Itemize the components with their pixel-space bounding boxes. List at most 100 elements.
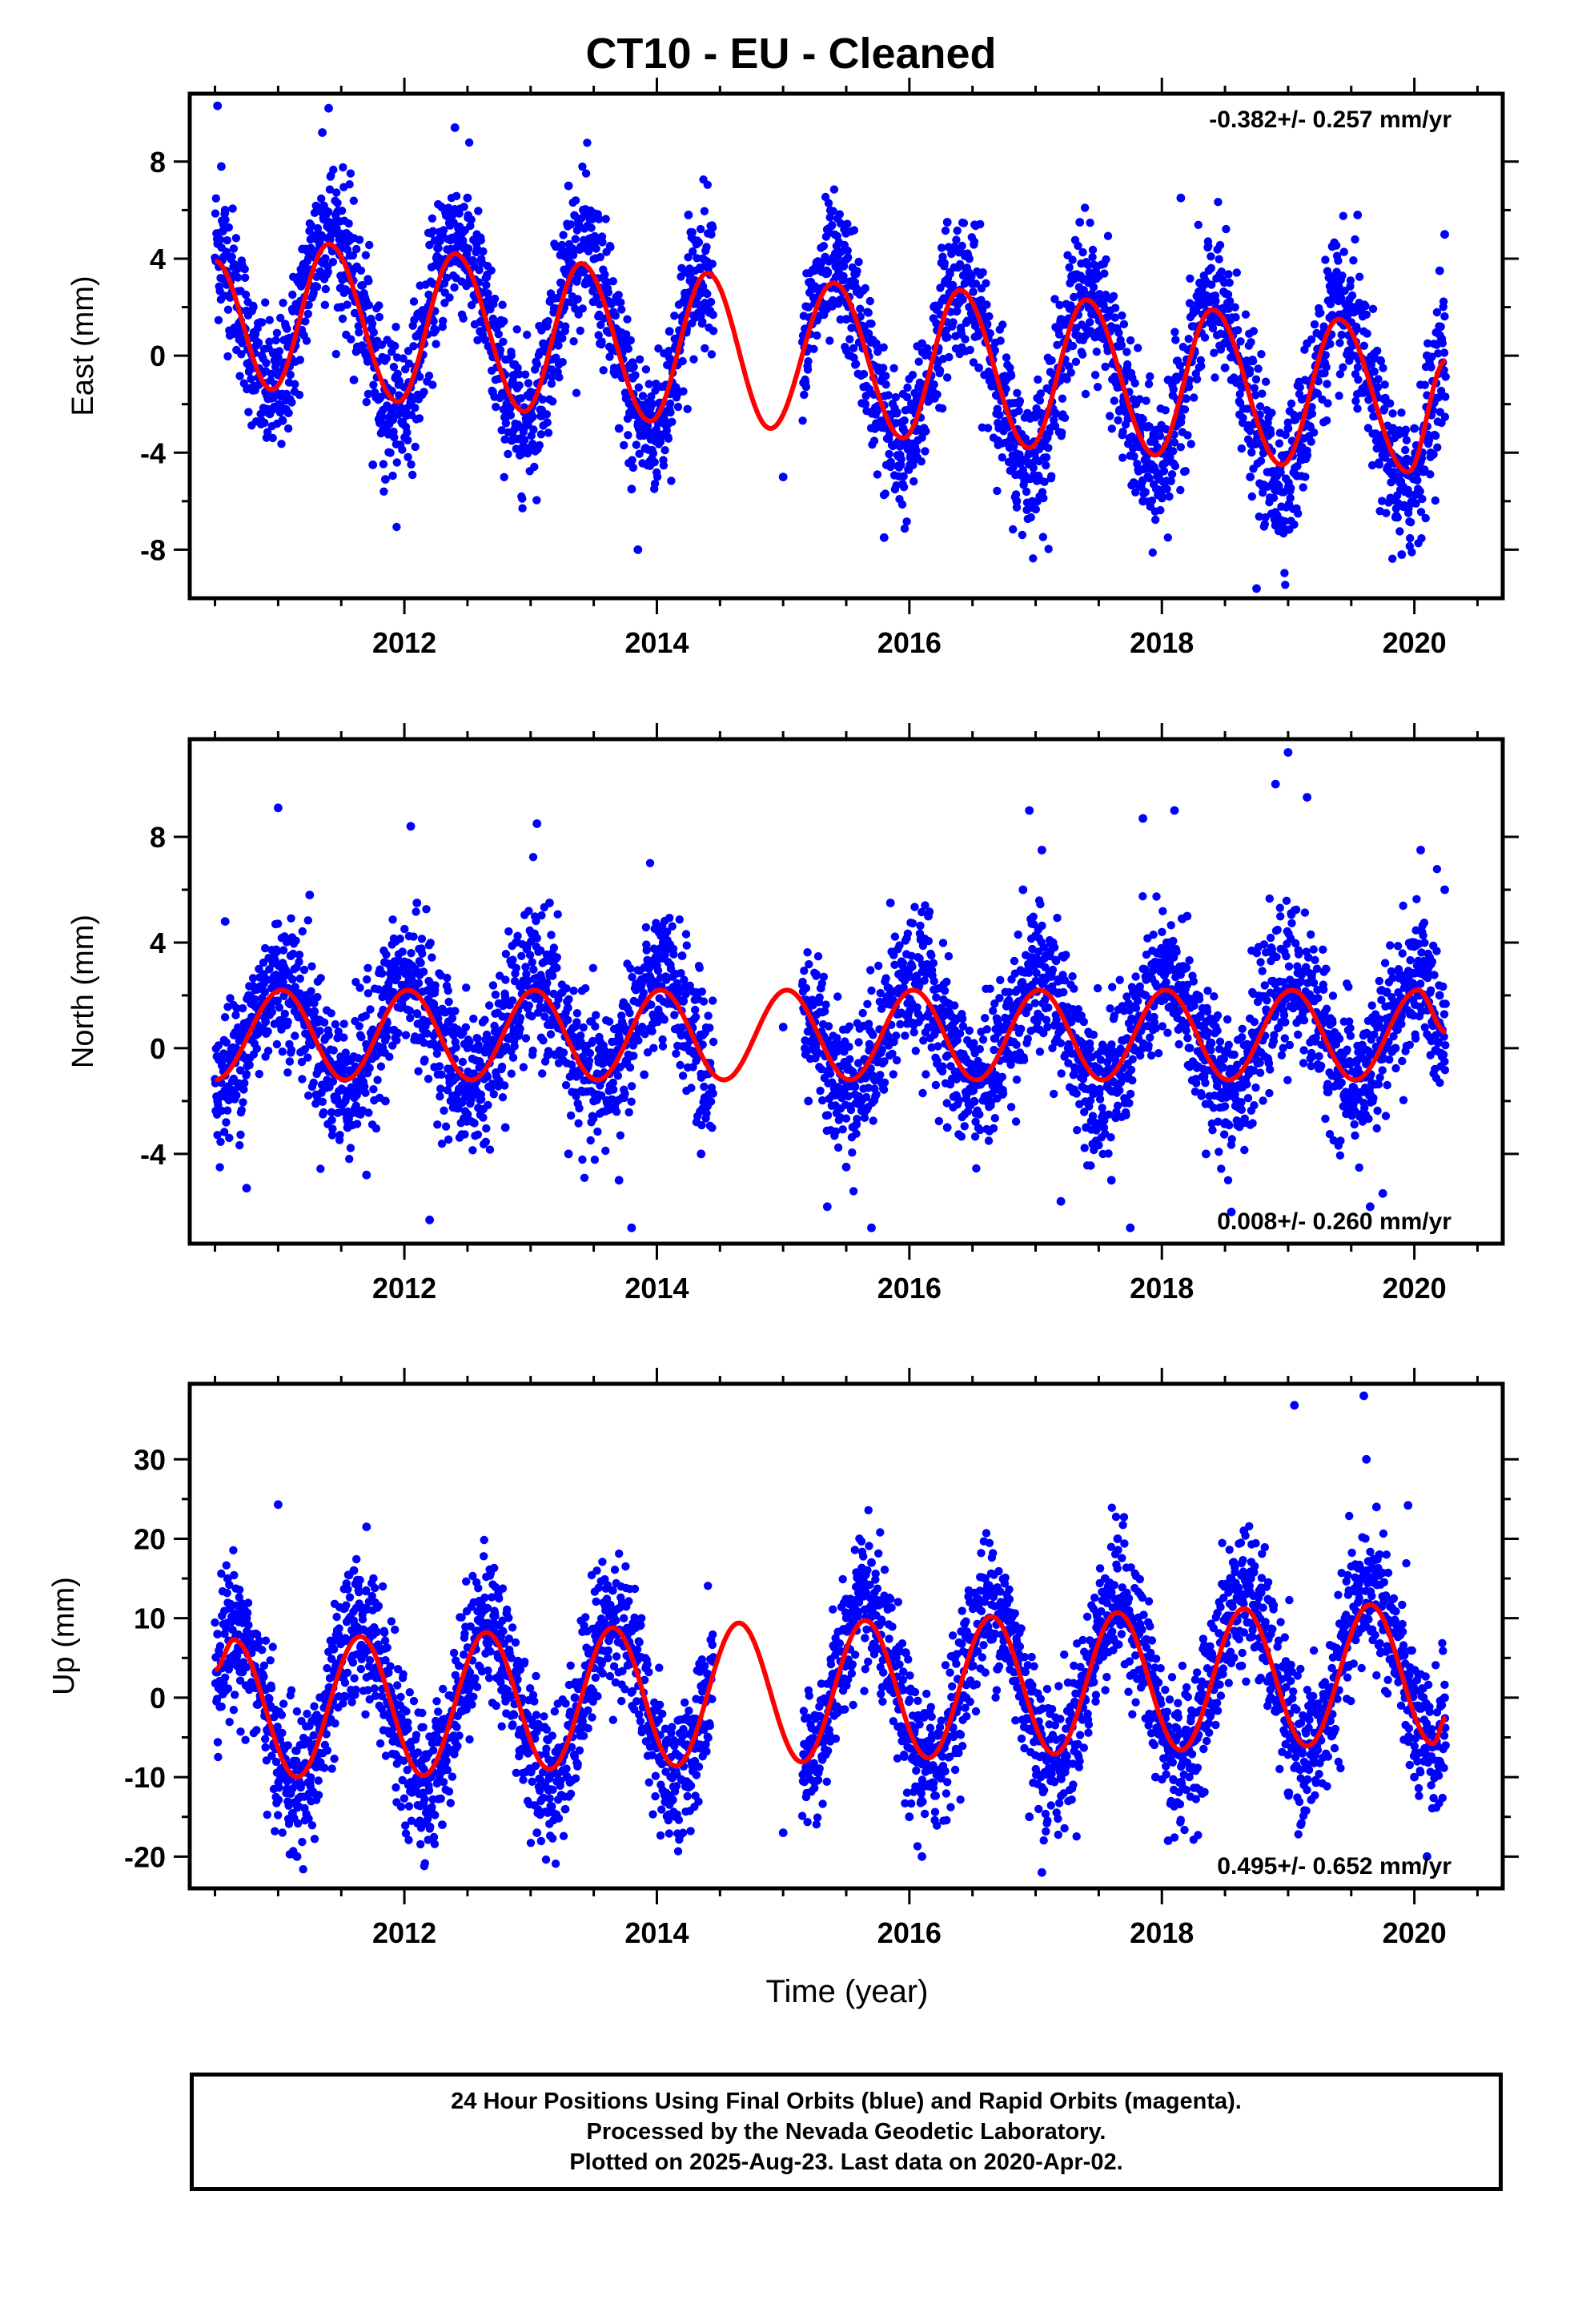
north-data-point <box>238 1003 247 1013</box>
east-data-point <box>1012 503 1022 512</box>
north-data-point <box>484 1001 494 1010</box>
east-data-point <box>507 351 516 360</box>
north-data-point <box>628 972 636 982</box>
north-data-point <box>298 1075 307 1084</box>
east-data-point <box>800 390 809 400</box>
east-data-point <box>809 344 818 353</box>
north-data-point <box>346 1144 355 1152</box>
east-data-point <box>1114 416 1122 424</box>
north-data-point <box>335 1131 344 1140</box>
east-data-point <box>971 279 981 288</box>
north-data-point <box>801 983 811 993</box>
east-data-point <box>661 446 669 455</box>
east-data-point <box>279 299 287 308</box>
east-data-point <box>524 379 533 388</box>
east-data-point <box>548 372 556 381</box>
east-data-point <box>1322 416 1331 425</box>
east-data-point <box>258 318 267 327</box>
east-data-point <box>1066 301 1075 310</box>
east-data-point <box>263 428 272 436</box>
north-data-point <box>331 1019 340 1029</box>
north-data-point <box>481 1137 490 1147</box>
north-data-point <box>670 1011 679 1019</box>
north-data-point <box>220 1013 230 1022</box>
east-data-point <box>523 330 532 340</box>
east-data-point <box>1295 383 1305 392</box>
east-data-point <box>1307 409 1317 418</box>
north-data-point <box>552 953 561 962</box>
east-data-point <box>1158 493 1167 501</box>
north-data-point <box>709 1037 718 1047</box>
east-data-point <box>271 336 280 345</box>
east-data-point <box>1176 485 1185 495</box>
north-data-point <box>491 990 500 999</box>
east-data-point <box>849 226 859 235</box>
east-data-point <box>428 227 437 235</box>
east-data-point <box>424 290 433 300</box>
east-data-point <box>336 303 346 312</box>
east-data-point <box>220 206 230 215</box>
east-data-point <box>1370 367 1379 376</box>
east-data-point <box>643 421 652 430</box>
east-data-point <box>825 213 834 222</box>
east-data-point <box>1181 467 1191 476</box>
east-data-point <box>694 238 704 247</box>
east-data-point <box>1103 231 1113 240</box>
east-data-point <box>1393 513 1402 522</box>
east-y-tick-label: -4 <box>140 436 166 469</box>
north-data-point <box>303 1053 312 1062</box>
east-data-point <box>404 436 412 444</box>
east-data-point <box>1018 530 1027 540</box>
east-data-point <box>561 322 570 331</box>
east-data-point <box>641 365 651 374</box>
east-data-point <box>492 402 500 412</box>
east-data-point <box>436 236 444 246</box>
north-data-point <box>591 1022 600 1031</box>
east-data-point <box>578 304 587 313</box>
east-data-point <box>564 181 573 191</box>
east-data-point <box>526 388 536 396</box>
east-data-point <box>535 440 544 450</box>
north-data-point <box>697 987 706 996</box>
east-data-point <box>592 244 600 253</box>
east-data-point <box>450 123 460 132</box>
east-data-point <box>849 353 858 362</box>
east-data-point <box>1224 270 1233 279</box>
north-data-point <box>318 1097 327 1107</box>
north-data-point <box>285 1057 295 1066</box>
east-data-point <box>573 295 582 304</box>
north-data-point <box>482 1124 491 1133</box>
east-data-point <box>861 400 870 409</box>
east-data-point <box>1307 437 1315 446</box>
east-data-point <box>272 328 282 337</box>
east-data-point <box>1353 363 1363 372</box>
east-data-point <box>701 344 709 353</box>
east-data-point <box>416 372 424 381</box>
north-data-point <box>517 951 526 961</box>
east-data-point <box>945 352 954 362</box>
north-data-point <box>469 1014 478 1023</box>
east-data-point <box>581 169 591 178</box>
east-data-point <box>428 380 437 389</box>
east-data-point <box>309 288 318 297</box>
north-data-point <box>409 932 418 941</box>
north-data-point <box>400 924 409 934</box>
east-data-point <box>321 284 330 294</box>
east-data-point <box>1130 379 1139 388</box>
east-data-point <box>274 353 283 362</box>
east-data-point <box>976 219 985 229</box>
north-data-point <box>553 910 562 919</box>
east-data-point <box>1050 421 1060 431</box>
east-data-point <box>1426 470 1435 479</box>
north-data-point <box>528 1046 537 1055</box>
north-data-point <box>708 1124 717 1132</box>
east-data-point <box>1410 424 1419 433</box>
east-data-point <box>1254 364 1263 373</box>
east-data-point <box>420 388 428 396</box>
east-data-point <box>576 326 584 336</box>
east-data-point <box>552 353 560 362</box>
east-data-point <box>1080 203 1090 212</box>
east-data-point <box>930 380 938 389</box>
east-data-point <box>499 337 508 346</box>
east-data-point <box>463 193 472 203</box>
